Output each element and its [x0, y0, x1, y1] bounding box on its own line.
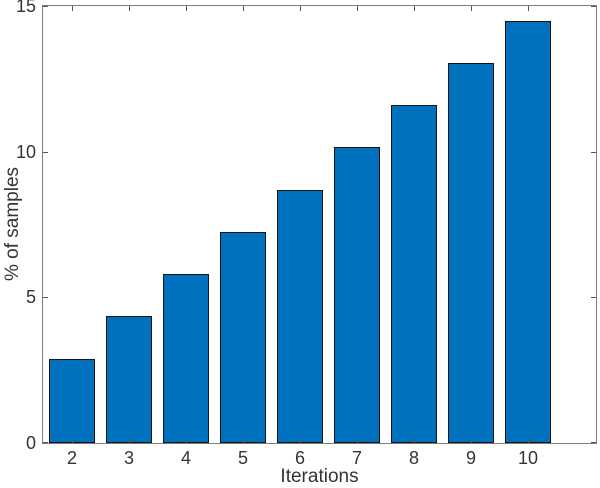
y-tick-mark-right: [591, 297, 596, 299]
x-tick-mark: [72, 438, 73, 443]
y-tick-label: 5: [25, 287, 36, 308]
x-tick-label: 4: [180, 448, 191, 468]
y-tick-label: 15: [15, 0, 36, 16]
x-tick-mark: [414, 438, 415, 443]
bar-iteration-8: [391, 105, 437, 443]
y-tick-label: 10: [15, 141, 36, 162]
bar-iteration-7: [334, 147, 380, 443]
x-tick-mark-top: [300, 6, 301, 11]
y-tick-mark: [43, 151, 48, 153]
x-tick-mark-top: [414, 6, 415, 11]
x-tick-mark-top: [357, 6, 358, 11]
x-tick-mark-top: [129, 6, 130, 11]
bar-iteration-10: [505, 20, 551, 443]
x-tick-label: 8: [408, 448, 419, 468]
x-tick-label: 7: [351, 448, 362, 468]
x-tick-label: 9: [465, 448, 476, 468]
x-tick-mark-top: [186, 6, 187, 11]
y-tick-label: 0: [25, 433, 36, 453]
x-tick-mark-top: [528, 6, 529, 11]
bar-iteration-9: [448, 62, 494, 443]
x-tick-label: 3: [123, 448, 134, 468]
bar-iteration-6: [277, 189, 323, 443]
x-tick-mark-top: [471, 6, 472, 11]
y-tick-mark-right: [591, 151, 596, 153]
y-tick-mark: [43, 297, 48, 299]
bar-iteration-2: [49, 358, 95, 443]
x-axis-label: Iterations: [280, 466, 359, 487]
x-tick-label: 2: [66, 448, 77, 468]
x-tick-mark: [129, 438, 130, 443]
bar-iteration-5: [220, 231, 266, 443]
x-tick-mark-top: [72, 6, 73, 11]
y-tick-mark-right: [591, 442, 596, 443]
x-tick-mark: [528, 438, 529, 443]
plot-area: [42, 5, 597, 444]
x-tick-mark: [357, 438, 358, 443]
x-tick-label: 5: [237, 448, 248, 468]
y-tick-mark: [43, 442, 48, 443]
x-tick-label: 6: [294, 448, 305, 468]
x-tick-mark: [186, 438, 187, 443]
x-tick-label: 10: [517, 448, 539, 468]
y-tick-mark: [43, 6, 48, 7]
y-tick-mark-right: [591, 6, 596, 7]
x-tick-mark-top: [243, 6, 244, 11]
y-axis-label: % of samples: [2, 166, 23, 282]
x-tick-mark: [300, 438, 301, 443]
x-tick-mark: [243, 438, 244, 443]
bar-iteration-3: [106, 316, 152, 443]
bar-iteration-4: [163, 274, 209, 443]
x-tick-mark: [471, 438, 472, 443]
